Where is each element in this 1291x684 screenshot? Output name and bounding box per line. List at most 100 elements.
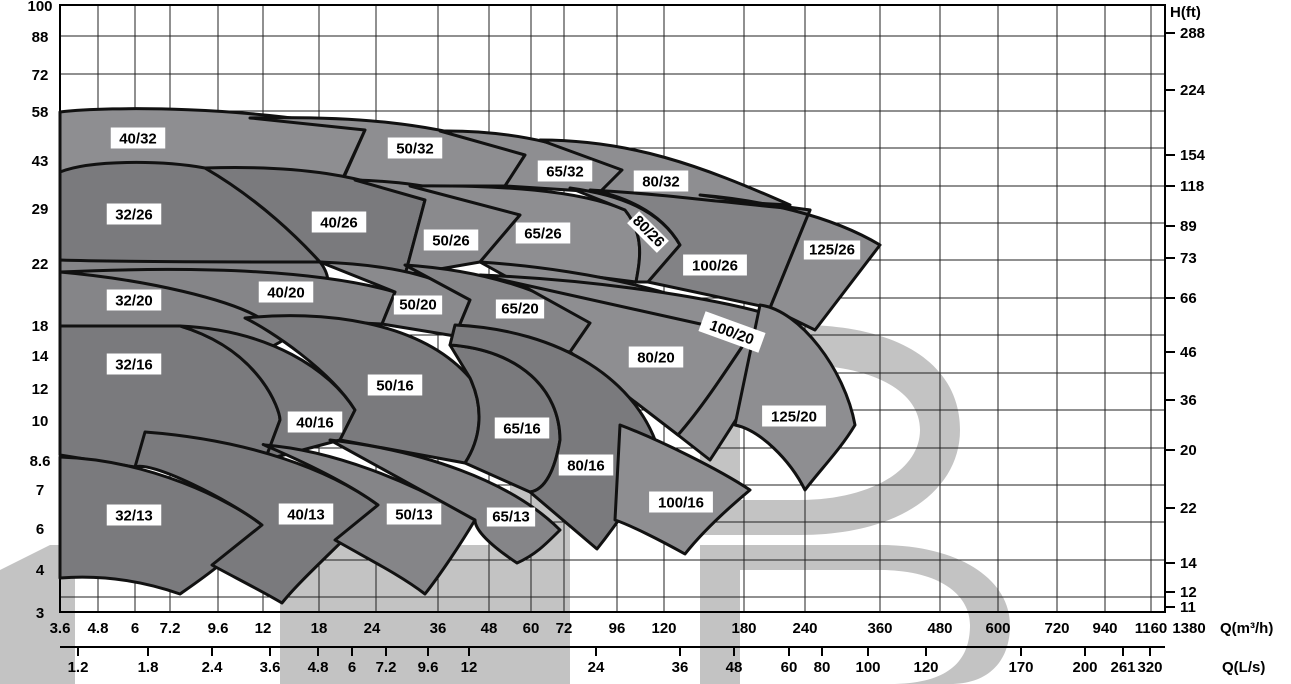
left-axis-tick: 18: [32, 318, 49, 335]
x-bottom-tick: 170: [1008, 659, 1033, 676]
x-top-tick: 3.6: [50, 620, 71, 637]
x-top-tick: 1160: [1135, 620, 1168, 637]
region-label: 100/26: [683, 254, 747, 276]
pump-region: [133, 430, 380, 605]
svg-text:32/26: 32/26: [115, 206, 153, 223]
region-label: 80/16: [558, 454, 614, 476]
region-label: 40/13: [278, 503, 334, 525]
svg-text:40/32: 40/32: [119, 130, 157, 147]
region-label: 125/26: [803, 240, 861, 260]
x-bottom-tick: 48: [726, 659, 743, 676]
svg-text:32/16: 32/16: [115, 356, 153, 373]
left-axis-tick: 43: [32, 153, 49, 170]
left-axis-tick: 29: [32, 201, 49, 218]
region-label: 50/32: [387, 137, 443, 159]
pump-region: [698, 193, 882, 332]
left-axis-tick: 22: [32, 256, 49, 273]
x-bottom-tick: 261: [1110, 659, 1135, 676]
region-label: 50/26: [423, 229, 479, 251]
region-label: 65/26: [515, 222, 571, 244]
svg-text:65/16: 65/16: [503, 420, 541, 437]
region-label: 65/16: [494, 417, 550, 439]
svg-text:80/32: 80/32: [642, 173, 680, 190]
left-axis-tick: 10: [32, 413, 49, 430]
right-axis-tick: 89: [1180, 218, 1197, 235]
region-label: 32/13: [106, 504, 162, 526]
region-label: 100/16: [649, 491, 713, 513]
region-label: 125/20: [762, 405, 826, 427]
x-bottom-tick: 4.8: [308, 659, 329, 676]
x-top-tick: 18: [311, 620, 328, 637]
x-top-tick: 480: [927, 620, 952, 637]
x-bottom-tick: 1.2: [68, 659, 89, 676]
svg-text:40/16: 40/16: [296, 414, 334, 431]
svg-text:65/13: 65/13: [492, 509, 530, 526]
x-top-tick: 36: [430, 620, 447, 637]
region-labels: 40/32 50/32 65/32 80/32 32/26 40/26 50/26 65/26…: [106, 127, 861, 527]
right-axis-tick: 12: [1180, 584, 1197, 601]
region-label: 65/20: [495, 299, 545, 319]
right-axis-tick: 11: [1180, 599, 1196, 616]
x-top-tick: 240: [792, 620, 817, 637]
region-label: 40/26: [311, 211, 367, 233]
x-top-tick: 7.2: [160, 620, 181, 637]
x-top-tick: 24: [364, 620, 381, 637]
region-label: 65/13: [486, 507, 536, 527]
x-bottom-tick: 320: [1137, 659, 1162, 676]
left-axis-tick: 4: [36, 562, 45, 579]
left-axis-tick: 12: [32, 381, 49, 398]
x-bottom-tick: 7.2: [376, 659, 397, 676]
svg-text:65/32: 65/32: [546, 163, 584, 180]
x-top-tick: 180: [731, 620, 756, 637]
x-bottom-tick: 12: [461, 659, 478, 676]
region-label: 40/32: [110, 127, 166, 149]
right-axis-tick: 288: [1180, 25, 1205, 42]
x-bottom-tick: 9.6: [418, 659, 439, 676]
svg-text:40/26: 40/26: [320, 214, 358, 231]
right-axis-tick: 66: [1180, 290, 1197, 307]
svg-text:32/13: 32/13: [115, 507, 153, 524]
pump-region: [448, 323, 662, 551]
x-top-tick: 720: [1044, 620, 1069, 637]
region-label: 40/16: [287, 411, 343, 433]
x-top-tick: 4.8: [88, 620, 109, 637]
svg-text:125/26: 125/26: [809, 242, 855, 259]
x-top-tick: 9.6: [208, 620, 229, 637]
x-top-tick: 600: [985, 620, 1010, 637]
right-axis-tick: 73: [1180, 250, 1197, 267]
svg-text:65/20: 65/20: [501, 301, 539, 318]
x-bottom-tick: 6: [348, 659, 356, 676]
region-label: 32/16: [106, 353, 162, 375]
x-bottom-tick: 120: [913, 659, 938, 676]
svg-text:80/16: 80/16: [567, 457, 605, 474]
left-axis-tick: 7: [36, 482, 44, 499]
svg-text:125/20: 125/20: [771, 408, 817, 425]
left-axis-tick: 14: [32, 348, 49, 365]
left-axis-tick: 6: [36, 521, 44, 538]
x-top-tick: 6: [131, 620, 139, 637]
svg-text:50/16: 50/16: [376, 377, 414, 394]
region-label: 40/20: [258, 281, 314, 303]
x-top-tick: 72: [556, 620, 573, 637]
x-top-tick: 60: [523, 620, 540, 637]
left-axis-tick: 72: [32, 67, 49, 84]
svg-text:50/20: 50/20: [399, 297, 437, 314]
chart-axes: 100887258432922181412108.676432882241541…: [27, 0, 1205, 676]
right-axis-tick: 22: [1180, 500, 1197, 517]
region-label: 50/13: [386, 503, 442, 525]
region-label: 80/32: [633, 170, 689, 192]
region-label: 80/20: [628, 346, 684, 368]
x-bottom-tick: 100: [855, 659, 880, 676]
left-axis-tick: 88: [32, 29, 49, 46]
x-top-tick: 1380: [1172, 620, 1205, 637]
region-label: 50/20: [393, 295, 443, 315]
pump-region: [613, 423, 752, 556]
x-bottom-tick: 2.4: [202, 659, 224, 676]
x-bottom-tick: 200: [1072, 659, 1097, 676]
right-axis-tick: 224: [1180, 82, 1206, 99]
right-axis-tick: 46: [1180, 344, 1197, 361]
left-axis-tick: 3: [36, 605, 44, 622]
x-top-tick: 48: [481, 620, 498, 637]
left-axis-tick: 8.6: [30, 453, 51, 470]
